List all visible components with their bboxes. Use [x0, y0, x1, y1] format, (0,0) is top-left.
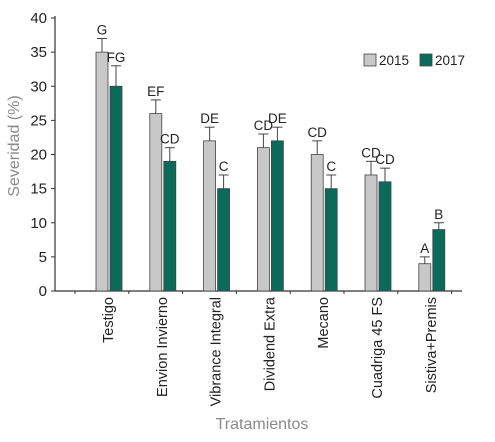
- significance-letter: G: [97, 22, 108, 37]
- y-tick-label: 30: [30, 78, 47, 95]
- y-tick-label: 35: [30, 44, 47, 61]
- significance-letter: A: [420, 241, 429, 256]
- bar-2015-7: [418, 263, 432, 292]
- y-tick-label: 40: [30, 10, 47, 27]
- legend: 2015 2017: [363, 53, 465, 68]
- bar-2017-6: [378, 181, 392, 292]
- bar-2015-6: [364, 174, 378, 292]
- y-tick-label: 5: [39, 249, 47, 266]
- y-tick-label: 15: [30, 181, 47, 198]
- y-tick-label: 25: [30, 112, 47, 129]
- significance-letter: B: [434, 207, 443, 222]
- significance-letter: CD: [307, 125, 327, 140]
- plot-area: 0 5 10 15 20 25 30 35 40 G FG Testigo EF CD Envion Inv…: [30, 10, 462, 406]
- x-tick-label: Testigo: [101, 297, 117, 343]
- bar-2017-3: [217, 188, 231, 292]
- bar-2017-2: [163, 160, 177, 292]
- significance-letter: CD: [160, 132, 180, 147]
- bar-2017-4: [270, 140, 284, 292]
- significance-letter: EF: [147, 84, 164, 99]
- y-tick-label: 20: [30, 147, 47, 164]
- legend-label-2015: 2015: [379, 53, 409, 68]
- bar-2017-5: [324, 188, 338, 292]
- bar-2017-1: [109, 85, 123, 292]
- bar-2017-7: [432, 229, 446, 292]
- significance-letter: DE: [268, 111, 287, 126]
- significance-letter: CD: [361, 145, 381, 160]
- significance-letter: CD: [254, 118, 274, 133]
- legend-swatch-2017: [419, 53, 433, 67]
- significance-letter: CD: [375, 152, 395, 167]
- x-tick-label: Dividend Extra: [262, 296, 278, 391]
- bar-2015-4: [256, 147, 270, 292]
- y-axis-title: Severidad (%): [6, 95, 23, 196]
- y-tick-label: 10: [30, 215, 47, 232]
- significance-letter: C: [326, 159, 336, 174]
- legend-swatch-2015: [363, 53, 377, 67]
- significance-letter: DE: [200, 111, 219, 126]
- x-tick-label: Sistiva+Premis: [424, 297, 440, 393]
- legend-label-2017: 2017: [435, 53, 465, 68]
- significance-letter: FG: [107, 50, 126, 65]
- x-tick-label: Mecano: [316, 297, 332, 349]
- significance-letter: C: [219, 159, 229, 174]
- bar-2015-3: [203, 140, 217, 292]
- x-tick-label: Vibrance Integral: [209, 297, 225, 406]
- y-tick-label: 0: [39, 283, 47, 300]
- x-tick-label: Envion Invierno: [155, 297, 171, 397]
- x-tick-label: Cuadriga 45 FS: [370, 297, 386, 399]
- bar-2015-1: [95, 51, 109, 292]
- bar-2015-5: [310, 154, 324, 292]
- x-axis-title: Tratamientos: [216, 416, 309, 433]
